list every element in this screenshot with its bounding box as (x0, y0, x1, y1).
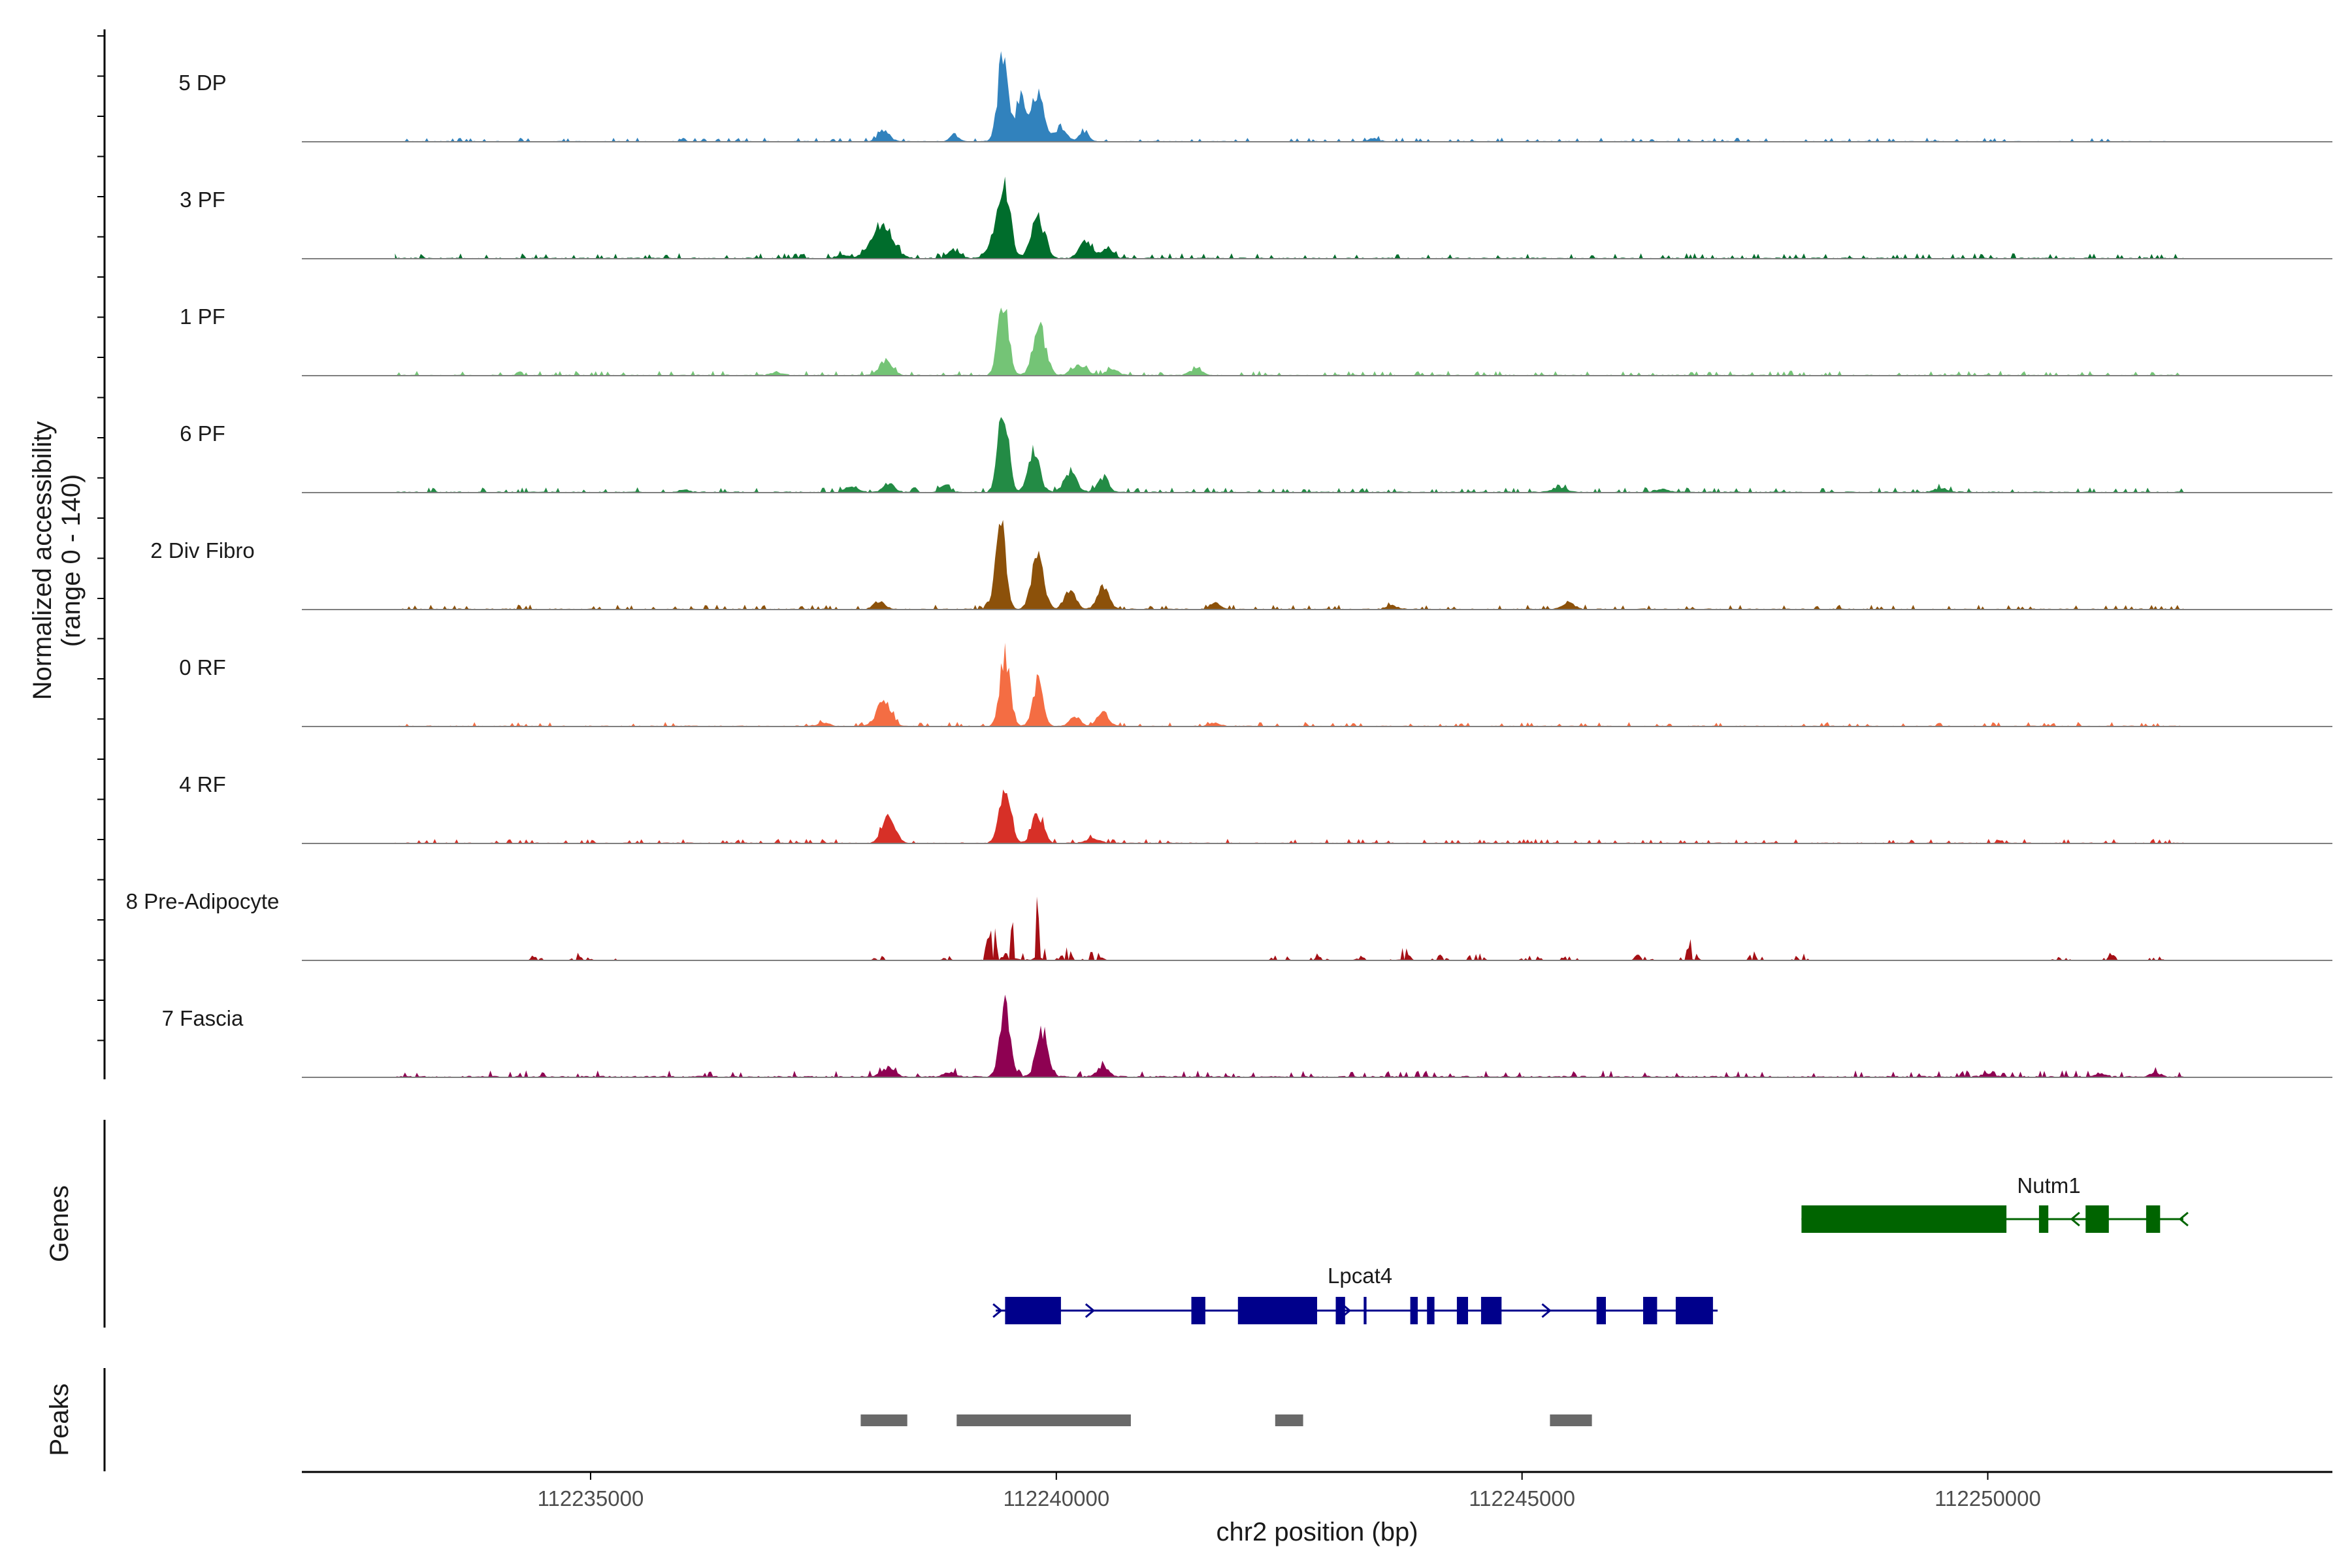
peaks-axis-title: Peaks (45, 1383, 74, 1456)
strand-arrow (1085, 1303, 1096, 1318)
coverage-track: 2 Div Fibro (150, 519, 2332, 610)
peak-region (1275, 1414, 1303, 1426)
gene-exon (1237, 1297, 1317, 1324)
x-axis-title: chr2 position (bp) (1216, 1518, 1418, 1546)
gene-exon (2085, 1205, 2109, 1233)
coverage-y-axis (97, 29, 106, 1079)
peak-region (956, 1414, 1131, 1426)
coverage-track: 0 RF (179, 642, 2332, 727)
track-label: 6 PF (180, 421, 225, 446)
coverage-area (395, 896, 2183, 960)
gene-exon (1364, 1297, 1367, 1324)
strand-arrow (992, 1303, 1003, 1318)
coverage-area (395, 417, 2183, 493)
peak-regions (860, 1414, 1592, 1426)
gene-exon (1596, 1297, 1606, 1324)
track-label: 2 Div Fibro (150, 538, 255, 563)
gene-exon (1410, 1297, 1418, 1324)
gene-exon (2146, 1205, 2161, 1233)
x-tick-label: 112235000 (538, 1486, 644, 1511)
gene-exon (1801, 1205, 2007, 1233)
gene-exon (1456, 1297, 1468, 1324)
x-tick-label: 112245000 (1469, 1486, 1575, 1511)
gene-label: Nutm1 (2017, 1173, 2080, 1198)
gene-exon (1005, 1297, 1061, 1324)
coverage-track: 8 Pre-Adipocyte (126, 889, 2332, 961)
strand-arrow (1341, 1303, 1352, 1318)
peak-region (860, 1414, 907, 1426)
strand-arrow (2070, 1211, 2080, 1227)
track-label: 0 RF (179, 655, 226, 679)
track-label: 4 RF (179, 772, 226, 796)
gene-model: Lpcat4 (992, 1264, 1718, 1324)
gene-exon (1480, 1297, 1502, 1324)
coverage-track: 3 PF (180, 176, 2332, 259)
coverage-area (395, 789, 2183, 843)
coverage-track: 6 PF (180, 417, 2332, 493)
coverage-area (395, 176, 2183, 259)
coverage-track: 5 DP (178, 51, 2332, 142)
track-label: 8 Pre-Adipocyte (126, 889, 280, 913)
gene-model: Nutm1 (1801, 1173, 2189, 1233)
coverage-area (395, 994, 2183, 1077)
gene-annotations: Nutm1 Lpcat4 (992, 1173, 2189, 1324)
track-label: 3 PF (180, 188, 225, 212)
x-tick-label: 112240000 (1003, 1486, 1109, 1511)
coverage-track: 1 PF (180, 304, 2332, 376)
gene-exon (1427, 1297, 1435, 1324)
track-label: 1 PF (180, 304, 225, 329)
x-tick-label: 112250000 (1935, 1486, 2041, 1511)
strand-arrow (2178, 1211, 2189, 1227)
coverage-area (395, 519, 2183, 610)
gene-exon (1675, 1297, 1713, 1324)
y-axis-title: Normalized accessibility (28, 421, 57, 700)
gene-exon (1191, 1297, 1205, 1324)
coverage-track: 7 Fascia (162, 994, 2332, 1078)
strand-arrow (1541, 1303, 1552, 1318)
x-axis-ticks: 112235000 112240000 112245000 112250000 (538, 1472, 2041, 1511)
track-label: 5 DP (178, 71, 226, 95)
gene-exon (1335, 1297, 1345, 1324)
coverage-track: 4 RF (179, 772, 2332, 844)
y-axis-title-range: (range 0 - 140) (57, 474, 86, 647)
coverage-area (395, 51, 2183, 142)
coverage-area (395, 307, 2183, 376)
genes-axis-title: Genes (45, 1185, 74, 1262)
peak-region (1550, 1414, 1592, 1426)
coverage-area (395, 642, 2183, 727)
gene-exon (1643, 1297, 1658, 1324)
gene-label: Lpcat4 (1328, 1264, 1392, 1288)
gene-exon (2038, 1205, 2049, 1233)
track-label: 7 Fascia (162, 1006, 244, 1030)
coverage-tracks: 5 DP 3 PF 1 PF 6 PF 2 Div Fibro 0 RF 4 RF 8 Pre… (126, 51, 2332, 1078)
